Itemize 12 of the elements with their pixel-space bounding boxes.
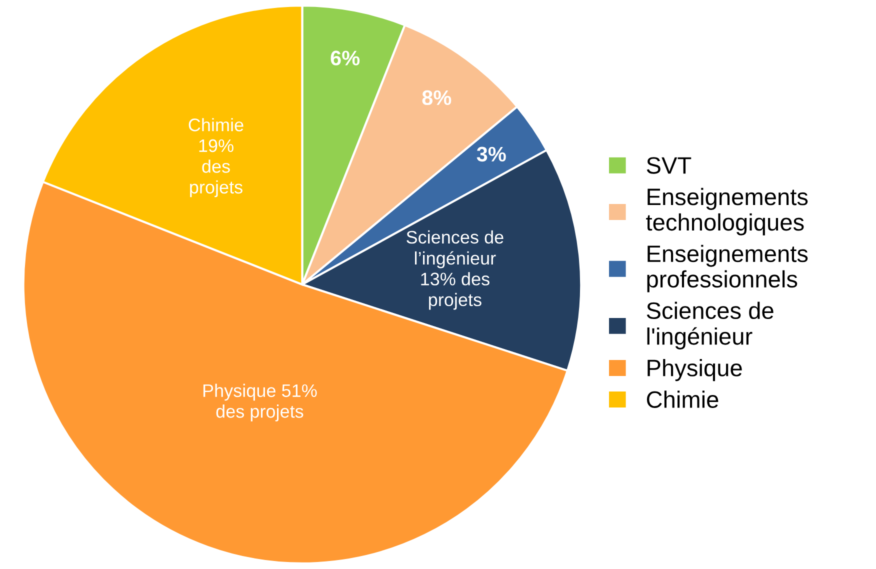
data-label: Sciences de l’ingénieur 13% des projets xyxy=(406,230,504,310)
legend-label: Enseignements professionnels xyxy=(647,244,808,292)
data-label: Physique 51% des projets xyxy=(203,384,317,422)
data-label: Chimie 19% des projets xyxy=(188,118,244,198)
data-label: 3% xyxy=(476,146,506,162)
data-label: 6% xyxy=(330,50,360,66)
legend-label: Sciences de l'ingénieur xyxy=(646,302,774,350)
legend-label: Chimie xyxy=(646,390,718,408)
legend-label: Physique xyxy=(648,359,742,382)
data-label: 8% xyxy=(422,90,452,106)
legend-label: Enseignements technologiques xyxy=(646,188,808,236)
legend-label: SVT xyxy=(646,157,692,174)
